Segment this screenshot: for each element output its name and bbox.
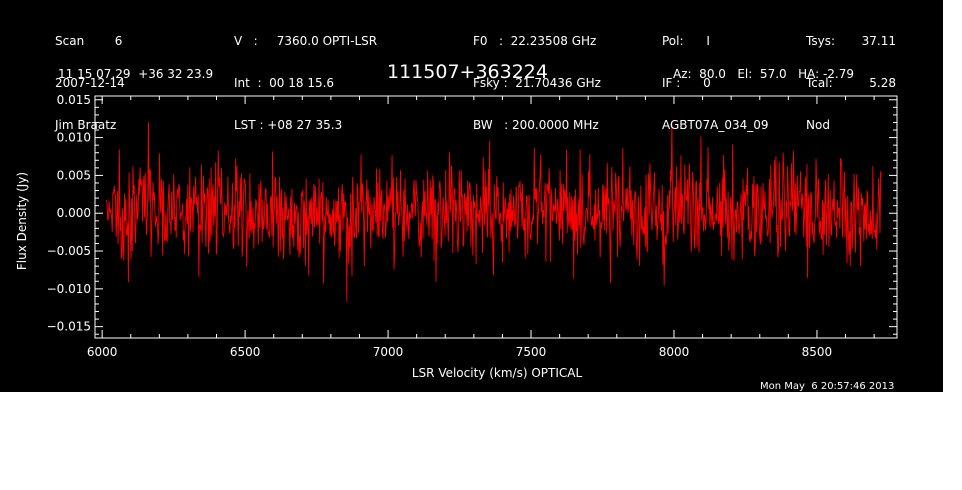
header-col1: Scan 6 2007-12-14 Jim Braatz	[55, 6, 125, 160]
tsys-label: Tsys:	[806, 34, 835, 48]
y-tick-label: 0.010	[57, 131, 91, 145]
header-col5-values: 37.11 5.28	[846, 6, 896, 118]
source-coordinates: 11 15 07.29 +36 32 23.9	[58, 67, 214, 81]
scan-label: Scan 6	[55, 34, 123, 48]
y-tick-label: −0.010	[47, 282, 91, 296]
lst-info: LST : +08 27 35.3	[234, 118, 343, 132]
x-axis-label: LSR Velocity (km/s) OPTICAL	[412, 366, 583, 380]
x-tick-label: 6000	[87, 345, 118, 359]
proc-type: Nod	[806, 118, 830, 132]
plot-frame	[94, 95, 898, 339]
polarization: Pol: I	[662, 34, 710, 48]
sky-frequency: Fsky : 21.70436 GHz	[473, 76, 601, 90]
x-tick-label: 8500	[802, 345, 833, 359]
x-tick-label: 8000	[659, 345, 690, 359]
x-tick-label: 7500	[516, 345, 547, 359]
az-el-ha: Az: 80.0 El: 57.0 HA: -2.79	[673, 67, 855, 81]
obs-date: 2007-12-14	[55, 76, 125, 90]
header-col5-labels: Tsys: Tcal: Nod	[806, 6, 835, 160]
plot-timestamp: Mon May 6 20:57:46 2013	[760, 381, 895, 392]
source-name: 111507+363224	[387, 61, 548, 83]
y-tick-label: 0.015	[57, 93, 91, 107]
y-tick-label: 0.005	[57, 168, 91, 182]
tcal-label: Tcal:	[806, 76, 833, 90]
x-tick-label: 7000	[373, 345, 404, 359]
y-tick-label: −0.005	[47, 244, 91, 258]
tsys-value: 37.11	[861, 34, 896, 48]
integration-info: Int : 00 18 15.6	[234, 76, 335, 90]
plot-panel: 6000 6500 7000 7500 8000 8500 −0.015 −0.010 −0.0…	[0, 0, 943, 392]
header-col2: V : 7360.0 OPTI-LSR Int : 00 18 15.6 LST…	[234, 6, 377, 160]
spectrum-trace	[105, 121, 882, 302]
bandwidth: BW : 200.0000 MHz	[473, 118, 599, 132]
x-tick-label: 6500	[230, 345, 261, 359]
y-tick-label: −0.015	[47, 320, 91, 334]
rest-frequency: F0 : 22.23508 GHz	[473, 34, 597, 48]
y-tick-label: 0.000	[57, 206, 91, 220]
project-id: AGBT07A_034_09	[662, 118, 769, 132]
spectrum-plot: 6000 6500 7000 7500 8000 8500 −0.015 −0.010 −0.0…	[15, 93, 898, 380]
observer: Jim Braatz	[55, 118, 117, 132]
header-col4: Pol: I IF : 0 AGBT07A_034_09	[662, 6, 769, 160]
header-col3: F0 : 22.23508 GHz Fsky : 21.70436 GHz BW…	[473, 6, 601, 160]
if-number: IF : 0	[662, 76, 711, 90]
tcal-value: 5.28	[869, 76, 896, 90]
y-axis-label: Flux Density (Jy)	[15, 172, 29, 270]
velocity-info: V : 7360.0 OPTI-LSR	[234, 34, 378, 48]
